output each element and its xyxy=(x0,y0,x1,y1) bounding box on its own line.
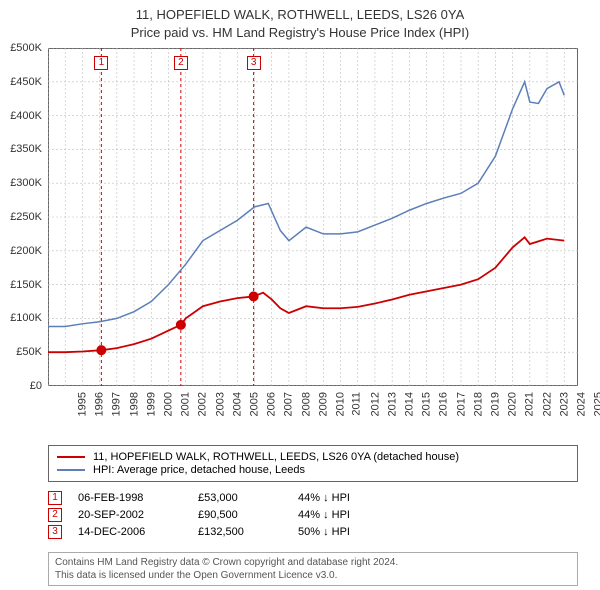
event-marker: 2 xyxy=(174,56,188,70)
footnote-line-1: Contains HM Land Registry data © Crown c… xyxy=(55,556,571,569)
sale-diff-2: 44% ↓ HPI xyxy=(298,509,398,521)
x-tick-label: 2020 xyxy=(507,392,519,416)
y-tick-label: £100K xyxy=(10,312,42,324)
x-tick-label: 2001 xyxy=(180,392,192,416)
title-block: 11, HOPEFIELD WALK, ROTHWELL, LEEDS, LS2… xyxy=(0,0,600,41)
legend-label-property: 11, HOPEFIELD WALK, ROTHWELL, LEEDS, LS2… xyxy=(93,451,459,463)
x-tick-label: 2000 xyxy=(163,392,175,416)
x-tick-label: 2018 xyxy=(472,392,484,416)
x-tick-label: 2012 xyxy=(369,392,381,416)
y-tick-label: £500K xyxy=(10,42,42,54)
legend-box: 11, HOPEFIELD WALK, ROTHWELL, LEEDS, LS2… xyxy=(48,445,578,482)
sale-date-1: 06-FEB-1998 xyxy=(78,492,198,504)
legend-swatch-property xyxy=(57,456,85,458)
sale-date-2: 20-SEP-2002 xyxy=(78,509,198,521)
x-tick-label: 2016 xyxy=(438,392,450,416)
sale-marker-1: 1 xyxy=(48,491,62,505)
sale-price-1: £53,000 xyxy=(198,492,298,504)
y-tick-label: £150K xyxy=(10,279,42,291)
sale-marker-2: 2 xyxy=(48,508,62,522)
x-tick-label: 2017 xyxy=(455,392,467,416)
x-tick-label: 2024 xyxy=(576,392,588,416)
sale-row-3: 3 14-DEC-2006 £132,500 50% ↓ HPI xyxy=(48,525,578,539)
y-tick-label: £0 xyxy=(30,380,42,392)
sale-row-2: 2 20-SEP-2002 £90,500 44% ↓ HPI xyxy=(48,508,578,522)
x-tick-label: 2002 xyxy=(197,392,209,416)
x-tick-label: 2007 xyxy=(283,392,295,416)
x-tick-label: 1999 xyxy=(145,392,157,416)
y-tick-label: £450K xyxy=(10,76,42,88)
x-tick-label: 2015 xyxy=(421,392,433,416)
sales-table: 1 06-FEB-1998 £53,000 44% ↓ HPI 2 20-SEP… xyxy=(48,488,578,542)
x-tick-label: 2019 xyxy=(489,392,501,416)
x-tick-label: 2022 xyxy=(541,392,553,416)
x-tick-label: 1996 xyxy=(94,392,106,416)
x-tick-label: 1995 xyxy=(76,392,88,416)
x-tick-label: 2010 xyxy=(335,392,347,416)
plot-svg xyxy=(48,48,578,386)
event-marker: 3 xyxy=(247,56,261,70)
x-tick-label: 1998 xyxy=(128,392,140,416)
y-tick-label: £400K xyxy=(10,110,42,122)
sale-diff-3: 50% ↓ HPI xyxy=(298,526,398,538)
x-tick-label: 2013 xyxy=(386,392,398,416)
legend-swatch-hpi xyxy=(57,469,85,471)
x-tick-label: 2011 xyxy=(351,392,363,416)
x-tick-label: 2021 xyxy=(524,392,536,416)
sale-date-3: 14-DEC-2006 xyxy=(78,526,198,538)
y-tick-label: £50K xyxy=(16,346,42,358)
chart-area: £0£50K£100K£150K£200K£250K£300K£350K£400… xyxy=(48,48,578,408)
x-tick-label: 2023 xyxy=(558,392,570,416)
legend-item-hpi: HPI: Average price, detached house, Leed… xyxy=(57,464,569,476)
sale-diff-1: 44% ↓ HPI xyxy=(298,492,398,504)
chart-container: 11, HOPEFIELD WALK, ROTHWELL, LEEDS, LS2… xyxy=(0,0,600,590)
sale-row-1: 1 06-FEB-1998 £53,000 44% ↓ HPI xyxy=(48,491,578,505)
x-tick-label: 1997 xyxy=(111,392,123,416)
y-tick-label: £350K xyxy=(10,143,42,155)
x-tick-label: 2009 xyxy=(317,392,329,416)
x-tick-label: 2006 xyxy=(266,392,278,416)
event-marker: 1 xyxy=(94,56,108,70)
y-tick-label: £300K xyxy=(10,177,42,189)
title-line-2: Price paid vs. HM Land Registry's House … xyxy=(0,24,600,42)
title-line-1: 11, HOPEFIELD WALK, ROTHWELL, LEEDS, LS2… xyxy=(0,6,600,24)
x-tick-label: 2025 xyxy=(593,392,600,416)
legend-item-property: 11, HOPEFIELD WALK, ROTHWELL, LEEDS, LS2… xyxy=(57,451,569,463)
footnote-box: Contains HM Land Registry data © Crown c… xyxy=(48,552,578,586)
legend-label-hpi: HPI: Average price, detached house, Leed… xyxy=(93,464,305,476)
x-tick-label: 2005 xyxy=(249,392,261,416)
y-tick-label: £250K xyxy=(10,211,42,223)
sale-marker-3: 3 xyxy=(48,525,62,539)
x-tick-label: 2014 xyxy=(403,392,415,416)
x-tick-label: 2004 xyxy=(231,392,243,416)
x-tick-label: 2003 xyxy=(214,392,226,416)
x-tick-label: 2008 xyxy=(300,392,312,416)
footnote-line-2: This data is licensed under the Open Gov… xyxy=(55,569,571,582)
sale-price-3: £132,500 xyxy=(198,526,298,538)
sale-price-2: £90,500 xyxy=(198,509,298,521)
y-tick-label: £200K xyxy=(10,245,42,257)
